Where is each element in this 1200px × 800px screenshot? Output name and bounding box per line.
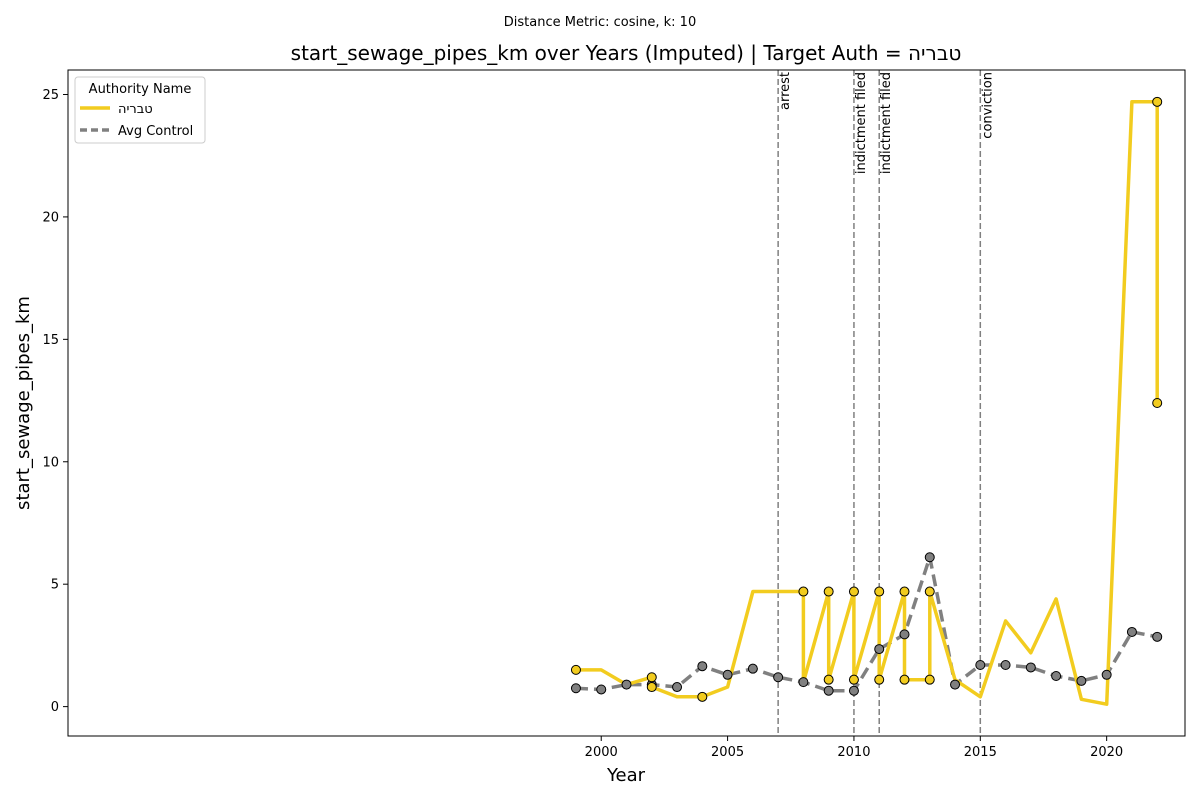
y-axis-label: start_sewage_pipes_km xyxy=(13,296,34,510)
event-label: indictment filed xyxy=(854,72,869,174)
x-tick-label: 2010 xyxy=(837,745,870,760)
target-point xyxy=(823,586,834,597)
control-point xyxy=(798,677,809,688)
control-point xyxy=(621,679,632,690)
control-point xyxy=(1126,626,1137,637)
event-label: conviction xyxy=(980,72,995,139)
x-tick-label: 2005 xyxy=(711,745,744,760)
chart-subtitle: Distance Metric: cosine, k: 10 xyxy=(504,15,696,30)
y-tick-label: 25 xyxy=(42,88,59,103)
control-point xyxy=(747,663,758,674)
control-point xyxy=(570,683,581,694)
event-label: indictment filed xyxy=(879,72,894,174)
target-point xyxy=(848,674,859,685)
y-tick-label: 20 xyxy=(42,210,59,225)
control-point xyxy=(697,661,708,672)
target-point xyxy=(823,674,834,685)
target-point xyxy=(924,586,935,597)
x-tick-label: 2015 xyxy=(964,745,997,760)
control-point xyxy=(899,629,910,640)
control-point xyxy=(874,644,885,655)
target-point xyxy=(924,674,935,685)
event-label: arrest xyxy=(778,72,793,110)
control-point xyxy=(1152,631,1163,642)
target-point xyxy=(874,586,885,597)
target-point xyxy=(697,691,708,702)
legend-box xyxy=(74,76,206,144)
series-line-target xyxy=(576,100,1159,706)
legend-title: Authority Name xyxy=(89,82,192,97)
control-point xyxy=(1101,669,1112,680)
data-point-markers xyxy=(570,96,1163,702)
control-point xyxy=(924,552,935,563)
control-point xyxy=(950,679,961,690)
plot-area-frame xyxy=(67,69,1186,737)
control-point xyxy=(1025,662,1036,673)
legend: Authority Name טבריה Avg Control xyxy=(74,76,206,144)
chart-title: start_sewage_pipes_km over Years (Impute… xyxy=(291,41,962,65)
target-point xyxy=(899,586,910,597)
target-point xyxy=(646,672,657,683)
control-point xyxy=(1000,659,1011,670)
control-point xyxy=(1051,671,1062,682)
target-point xyxy=(848,586,859,597)
control-point xyxy=(773,672,784,683)
target-point xyxy=(798,586,809,597)
target-point xyxy=(570,664,581,675)
control-point xyxy=(672,682,683,693)
y-tick-label: 15 xyxy=(42,333,59,348)
target-point xyxy=(1152,96,1163,107)
control-point xyxy=(848,685,859,696)
x-axis-label: Year xyxy=(606,765,646,786)
x-tick-label: 2020 xyxy=(1090,745,1123,760)
control-point xyxy=(975,659,986,670)
y-tick-label: 10 xyxy=(42,455,59,470)
target-point xyxy=(899,674,910,685)
legend-label-target: טבריה xyxy=(118,102,153,117)
y-tick-label: 0 xyxy=(51,700,59,715)
x-axis-ticks: 2000 2005 2010 2015 2020 xyxy=(585,736,1123,760)
legend-label-control: Avg Control xyxy=(118,124,193,139)
x-tick-label: 2000 xyxy=(585,745,618,760)
event-markers: arrest indictment filed indictment filed co… xyxy=(777,70,995,736)
y-axis-ticks: 0 5 10 15 20 25 xyxy=(42,88,68,715)
target-point xyxy=(874,674,885,685)
target-point xyxy=(646,682,657,693)
target-point xyxy=(1152,398,1163,408)
control-point xyxy=(722,669,733,680)
control-point xyxy=(596,684,607,695)
control-point xyxy=(823,685,834,696)
control-point xyxy=(1076,675,1087,686)
y-tick-label: 5 xyxy=(51,578,59,593)
